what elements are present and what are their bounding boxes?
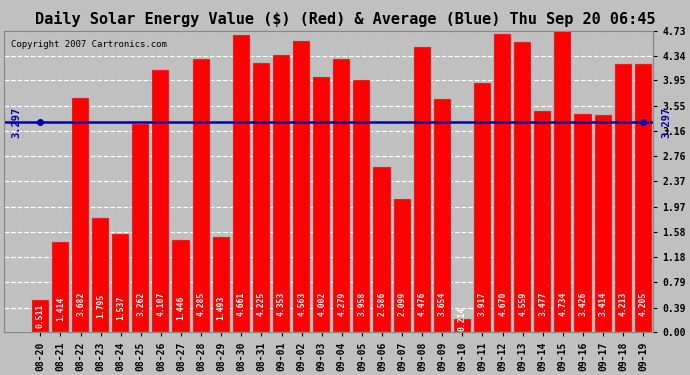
Text: Daily Solar Energy Value ($) (Red) & Average (Blue) Thu Sep 20 06:45: Daily Solar Energy Value ($) (Red) & Ave… — [34, 11, 655, 27]
Text: 3.414: 3.414 — [598, 292, 608, 316]
Text: 3.682: 3.682 — [76, 292, 85, 316]
Text: 2.586: 2.586 — [377, 292, 386, 316]
Text: 0.511: 0.511 — [36, 304, 45, 328]
Bar — [273, 55, 290, 332]
Bar — [514, 42, 531, 332]
Bar — [373, 168, 391, 332]
Text: 3.654: 3.654 — [437, 292, 447, 316]
Text: 3.426: 3.426 — [578, 292, 587, 316]
Text: 4.476: 4.476 — [417, 292, 426, 316]
Bar — [494, 34, 511, 332]
Bar — [595, 115, 611, 332]
Bar — [454, 319, 471, 332]
Text: 1.446: 1.446 — [177, 296, 186, 321]
Text: 1.493: 1.493 — [217, 296, 226, 320]
Bar — [313, 77, 331, 332]
Text: 1.537: 1.537 — [116, 295, 125, 320]
Bar — [434, 99, 451, 332]
Bar — [615, 64, 632, 332]
Text: 4.353: 4.353 — [277, 292, 286, 316]
Text: 3.297: 3.297 — [11, 106, 21, 138]
Bar — [574, 114, 591, 332]
Bar — [635, 64, 652, 332]
Bar — [72, 98, 89, 332]
Bar — [474, 82, 491, 332]
Text: 0.214: 0.214 — [458, 306, 467, 331]
Bar — [393, 198, 411, 332]
Bar — [213, 237, 230, 332]
Bar — [193, 59, 210, 332]
Bar — [52, 242, 69, 332]
Text: 4.285: 4.285 — [197, 292, 206, 316]
Text: 3.297: 3.297 — [661, 106, 671, 138]
Text: 3.958: 3.958 — [357, 292, 366, 316]
Text: 1.795: 1.795 — [96, 293, 105, 318]
Text: 4.225: 4.225 — [257, 292, 266, 316]
Text: 3.917: 3.917 — [478, 292, 487, 316]
Text: 3.477: 3.477 — [538, 292, 547, 316]
Bar — [32, 300, 49, 332]
Text: 4.661: 4.661 — [237, 292, 246, 316]
Text: 2.099: 2.099 — [397, 292, 406, 316]
Text: 4.670: 4.670 — [498, 292, 507, 316]
Text: 4.559: 4.559 — [518, 292, 527, 316]
Bar — [233, 35, 250, 332]
Text: Copyright 2007 Cartronics.com: Copyright 2007 Cartronics.com — [10, 40, 166, 49]
Text: 4.279: 4.279 — [337, 292, 346, 316]
Text: 4.213: 4.213 — [619, 292, 628, 316]
Bar — [293, 41, 310, 332]
Bar — [152, 70, 170, 332]
Bar — [554, 30, 571, 332]
Text: 4.205: 4.205 — [639, 292, 648, 316]
Bar — [92, 218, 109, 332]
Text: 4.002: 4.002 — [317, 292, 326, 316]
Text: 4.734: 4.734 — [558, 292, 567, 316]
Bar — [112, 234, 129, 332]
Text: 3.262: 3.262 — [137, 292, 146, 316]
Bar — [253, 63, 270, 332]
Bar — [172, 240, 190, 332]
Text: 4.563: 4.563 — [297, 292, 306, 316]
Bar — [132, 124, 149, 332]
Bar — [333, 60, 351, 332]
Bar — [353, 80, 371, 332]
Bar — [534, 111, 551, 332]
Bar — [413, 47, 431, 332]
Text: 1.414: 1.414 — [56, 296, 65, 321]
Text: 4.107: 4.107 — [157, 292, 166, 316]
